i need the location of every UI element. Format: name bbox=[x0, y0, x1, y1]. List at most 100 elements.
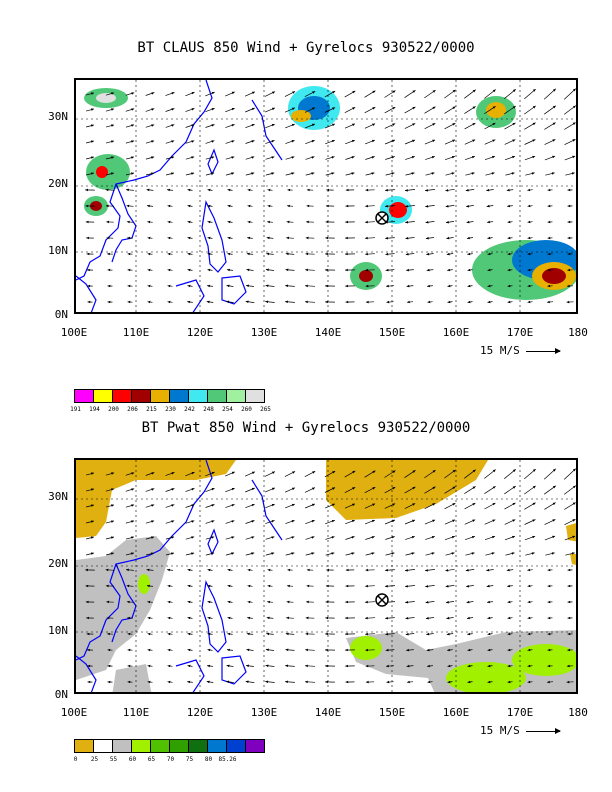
wind-vector-head bbox=[425, 569, 428, 572]
colorbar-tick-label: 200 bbox=[108, 406, 119, 413]
wind-vector-head bbox=[187, 204, 191, 208]
wind-vector-head bbox=[507, 236, 511, 240]
wind-vector-head bbox=[547, 664, 551, 668]
wind-vector-head bbox=[251, 124, 255, 127]
wind-vector-head bbox=[567, 632, 571, 636]
wind-vector-head bbox=[151, 92, 155, 95]
wind-vector-head bbox=[566, 284, 570, 288]
wind-vector-head bbox=[512, 486, 516, 489]
wind-vector-head bbox=[365, 268, 368, 272]
wind-vector-head bbox=[306, 204, 310, 208]
colorbar-tick-label: 215 bbox=[146, 406, 157, 413]
wind-vector-head bbox=[511, 172, 515, 175]
wind-vector-head bbox=[171, 472, 175, 475]
wind-vector-head bbox=[547, 616, 551, 620]
wind-vector-head bbox=[126, 220, 130, 224]
panel1-title: BT CLAUS 850 Wind + Gyrelocs 930522/0000 bbox=[137, 40, 475, 56]
wind-vector-head bbox=[271, 487, 275, 491]
wind-vector-head bbox=[106, 236, 110, 240]
wind-vector-head bbox=[487, 664, 491, 668]
wind-vector-head bbox=[365, 632, 368, 636]
wind-vector-head bbox=[191, 504, 195, 507]
wind-vector-head bbox=[85, 568, 88, 572]
wind-vector-head bbox=[106, 600, 110, 604]
wind-vector-head bbox=[231, 552, 235, 555]
wind-vector-head bbox=[105, 188, 109, 192]
wind-vector-head bbox=[352, 470, 356, 474]
colorbar-swatch bbox=[207, 389, 227, 403]
wind-vector-head bbox=[151, 156, 155, 159]
wind-vector-head bbox=[151, 172, 154, 175]
wind-vector-head bbox=[527, 188, 531, 192]
wind-vector-head bbox=[325, 584, 329, 588]
wind-vector-head bbox=[487, 680, 491, 684]
wind-vector-head bbox=[547, 188, 551, 192]
wind-vector-head bbox=[107, 664, 111, 668]
wind-vector-head bbox=[147, 284, 151, 288]
wind-vector-head bbox=[267, 188, 271, 192]
wind-vector-head bbox=[466, 600, 470, 604]
wind-vector-head bbox=[452, 519, 456, 523]
wind-vector-head bbox=[325, 220, 329, 224]
wind-vector-head bbox=[91, 472, 94, 475]
wind-vector-head bbox=[231, 487, 235, 491]
wind-vector-head bbox=[332, 107, 336, 110]
wind-vector-head bbox=[351, 536, 355, 539]
wind-vector-head bbox=[311, 503, 315, 507]
wind-vector-head bbox=[365, 664, 369, 668]
wind-vector-head bbox=[527, 632, 531, 636]
colorbar-swatch bbox=[207, 739, 227, 753]
wind-vector-head bbox=[211, 140, 215, 143]
wind-vector-head bbox=[352, 503, 355, 507]
wind-vector-head bbox=[345, 648, 348, 652]
panel2-map-svg bbox=[76, 460, 576, 692]
wind-vector-head bbox=[365, 680, 369, 684]
wind-vector-head bbox=[547, 584, 551, 588]
wind-vector-head bbox=[385, 616, 388, 620]
wind-vector-head bbox=[472, 486, 476, 489]
wind-vector-head bbox=[171, 504, 175, 507]
wind-vector-head bbox=[291, 536, 295, 539]
wind-vector-head bbox=[492, 519, 496, 522]
wind-vector-head bbox=[426, 632, 430, 636]
wind-vector-head bbox=[266, 236, 270, 240]
colorbar-tick-label: 65 bbox=[147, 756, 156, 763]
wind-vector-head bbox=[466, 220, 470, 224]
colorbar-swatch bbox=[112, 739, 132, 753]
wind-vector-head bbox=[372, 503, 376, 506]
wind-vector-head bbox=[291, 107, 295, 111]
wind-vector-head bbox=[567, 252, 571, 256]
wind-vector-head bbox=[427, 284, 430, 288]
colorbar-tick-label: 206 bbox=[127, 406, 138, 413]
wind-vector-head bbox=[512, 89, 516, 92]
wind-vector-head bbox=[247, 236, 251, 240]
wind-vector-head bbox=[405, 632, 409, 636]
wind-vector-head bbox=[572, 139, 576, 142]
lon-label-160e: 160E bbox=[442, 706, 470, 719]
wind-vector-head bbox=[547, 236, 551, 240]
wind-vector-head bbox=[472, 503, 476, 506]
wind-vector-head bbox=[191, 156, 195, 159]
wind-vector-head bbox=[111, 156, 114, 159]
wind-vector-head bbox=[127, 236, 130, 240]
wind-vector-head bbox=[266, 616, 270, 620]
wind-vector-head bbox=[467, 300, 471, 304]
lon-label-160e: 160E bbox=[442, 326, 470, 339]
wind-vector-head bbox=[191, 124, 195, 127]
wind-vector-head bbox=[507, 664, 511, 668]
gyre-marker bbox=[375, 211, 389, 225]
wind-vector-head bbox=[91, 92, 94, 95]
wind-vector-head bbox=[331, 156, 335, 159]
wind-vector-head bbox=[251, 536, 255, 539]
wind-scale-arrow bbox=[525, 347, 561, 354]
wind-vector-head bbox=[187, 568, 191, 572]
wind-vector-head bbox=[91, 172, 94, 175]
wind-vector-head bbox=[187, 236, 191, 240]
wind-vector-head bbox=[385, 632, 389, 636]
wind-vector-head bbox=[246, 632, 250, 636]
wind-vector-head bbox=[492, 139, 496, 142]
wind-vector-head bbox=[506, 188, 510, 192]
gridlines bbox=[76, 460, 576, 692]
wind-vector-head bbox=[247, 204, 251, 208]
wind-vector-head bbox=[465, 568, 469, 572]
